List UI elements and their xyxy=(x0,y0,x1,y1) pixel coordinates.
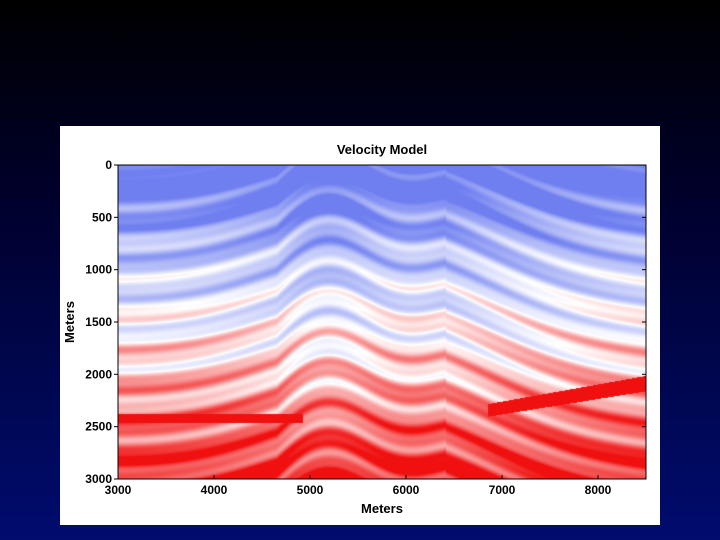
velocity-field-canvas xyxy=(118,165,646,479)
x-tick-label: 8000 xyxy=(585,483,612,497)
x-tick-label: 3000 xyxy=(105,483,132,497)
x-axis-label: Meters xyxy=(361,501,403,516)
figure-panel: Velocity Model 3000 4000 5000 6000 7000 8000 … xyxy=(60,126,660,525)
chart-title: Velocity Model xyxy=(337,142,427,157)
y-tick-label: 1500 xyxy=(85,315,112,329)
y-axis-label: Meters xyxy=(62,301,77,343)
x-tick-label: 4000 xyxy=(201,483,228,497)
y-tick-label: 0 xyxy=(105,158,112,172)
y-tick-label: 1000 xyxy=(85,263,112,277)
y-tick-label: 2500 xyxy=(85,420,112,434)
velocity-field xyxy=(118,165,646,479)
x-tick-label: 7000 xyxy=(489,483,516,497)
x-tick-label: 6000 xyxy=(393,483,420,497)
velocity-model-chart: Velocity Model 3000 4000 5000 6000 7000 8000 … xyxy=(62,142,647,516)
x-axis: 3000 4000 5000 6000 7000 8000 xyxy=(105,475,612,497)
y-tick-label: 3000 xyxy=(85,472,112,486)
plot-area xyxy=(118,165,646,479)
y-tick-label: 2000 xyxy=(85,367,112,381)
x-tick-label: 5000 xyxy=(297,483,324,497)
y-tick-label: 500 xyxy=(92,210,112,224)
y-axis: 0 500 1000 1500 2000 2500 3000 xyxy=(85,158,646,486)
